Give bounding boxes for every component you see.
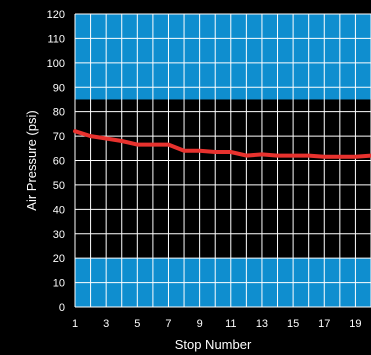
y-tick-label-120: 120	[47, 9, 65, 21]
y-tick-label-60: 60	[53, 156, 65, 168]
x-axis-label: Stop Number	[175, 337, 252, 352]
x-tick-label-3: 3	[103, 318, 109, 330]
y-tick-labels: 0 10 20 30 40 50 60 70 80 90 100 110 120	[47, 9, 65, 314]
data-point-2	[88, 134, 93, 138]
y-tick-label-30: 30	[53, 229, 65, 241]
grid	[74, 13, 371, 308]
data-point-11	[229, 150, 233, 154]
data-point-5	[135, 143, 139, 147]
data-point-1	[73, 129, 77, 133]
y-tick-label-50: 50	[53, 180, 65, 192]
data-point-3	[104, 136, 108, 141]
y-tick-label-0: 0	[59, 302, 65, 314]
data-point-8	[182, 149, 186, 153]
data-point-17	[322, 155, 326, 159]
data-point-18	[338, 155, 342, 159]
x-tick-label-17: 17	[318, 318, 330, 330]
data-point-12	[244, 154, 248, 158]
data-point-15	[291, 154, 295, 158]
x-tick-label-1: 1	[72, 318, 78, 330]
y-tick-label-10: 10	[53, 278, 65, 290]
y-tick-label-40: 40	[53, 204, 65, 216]
y-tick-label-110: 110	[47, 33, 65, 45]
y-tick-label-90: 90	[53, 82, 65, 94]
data-point-9	[198, 149, 202, 153]
series-line-0	[73, 129, 371, 159]
y-tick-label-70: 70	[53, 131, 65, 143]
data-point-16	[307, 154, 311, 158]
data-point-19	[353, 155, 358, 159]
data-point-10	[213, 150, 217, 154]
y-tick-label-100: 100	[47, 58, 65, 70]
x-tick-label-19: 19	[349, 318, 361, 330]
x-tick-labels: 1 3 5 7 9 11 13 15 17 19	[72, 318, 362, 330]
y-tick-label-20: 20	[53, 253, 65, 265]
x-tick-label-11: 11	[225, 318, 236, 330]
x-tick-label-9: 9	[197, 318, 203, 330]
x-tick-label-5: 5	[134, 318, 140, 330]
x-tick-label-7: 7	[165, 318, 171, 330]
data-point-4	[120, 139, 124, 143]
y-axis-label: Air Pressure (psi)	[24, 110, 39, 210]
x-tick-label-13: 13	[256, 318, 268, 330]
data-point-7	[166, 143, 171, 147]
y-tick-label-80: 80	[53, 107, 65, 119]
x-tick-label-15: 15	[287, 318, 299, 330]
data-point-6	[151, 143, 155, 147]
data-point-13	[260, 152, 264, 156]
data-point-14	[275, 154, 280, 158]
threshold-band-0	[75, 14, 371, 100]
